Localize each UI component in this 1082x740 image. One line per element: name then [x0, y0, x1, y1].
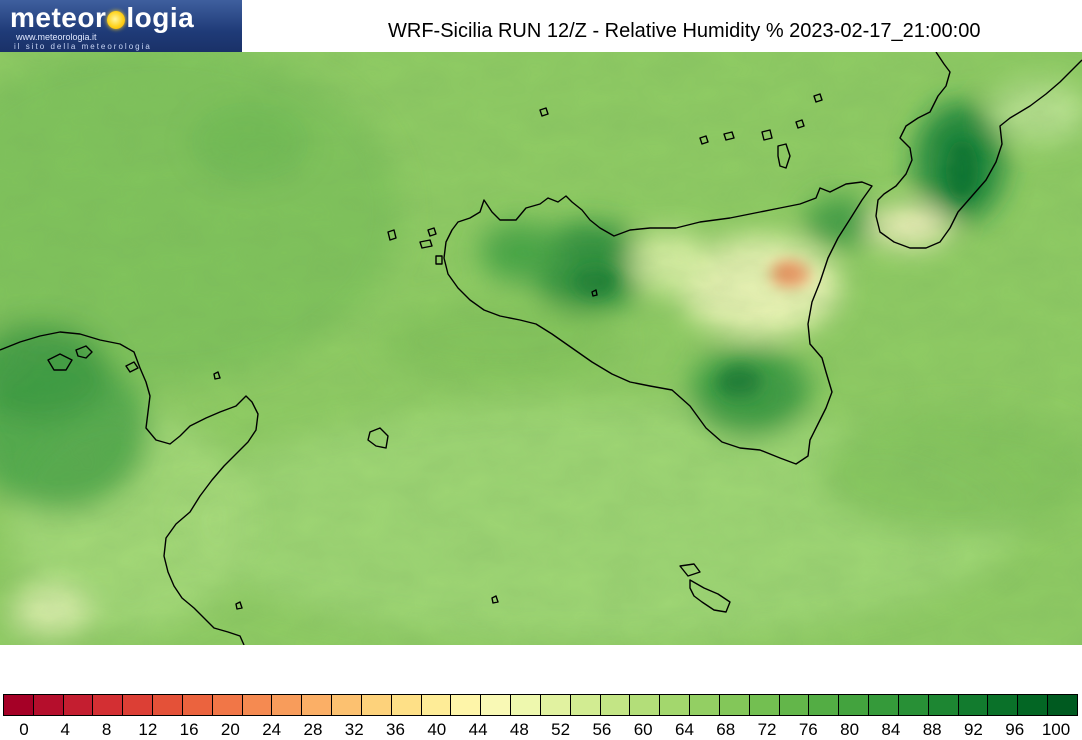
color-scale-cell	[897, 694, 929, 716]
color-scale-tick-label: 24	[262, 720, 282, 739]
color-scale-tick-label: 80	[840, 720, 860, 739]
sun-icon	[107, 10, 126, 29]
color-scale-tick-label: 72	[757, 720, 777, 739]
calabria-coast	[875, 52, 1082, 249]
color-scale-cell	[480, 694, 512, 716]
color-scale-cell	[1017, 694, 1048, 716]
humidity-field	[0, 52, 1082, 645]
color-scale-tick-label: 100	[1041, 720, 1071, 739]
color-scale-tick-label: 60	[633, 720, 653, 739]
color-scale-cell	[211, 694, 243, 716]
color-scale-tick-label: 4	[60, 720, 70, 739]
color-scale-tick-label: 0	[19, 720, 29, 739]
color-scale-cell	[987, 694, 1019, 716]
color-scale-tick-label: 92	[963, 720, 983, 739]
color-scale-cell	[152, 694, 183, 716]
color-scale-cell	[748, 694, 780, 716]
humidity-map	[0, 52, 1082, 645]
color-scale-tick-label: 16	[179, 720, 199, 739]
map-title: WRF-Sicilia RUN 12/Z - Relative Humidity…	[388, 20, 981, 42]
color-scale-tick-label: 8	[101, 720, 112, 739]
logo-tagline: il sito della meteorologia	[14, 42, 152, 51]
color-scale-tick-label: 52	[551, 720, 571, 739]
color-scale-tick-label: 28	[303, 720, 323, 739]
color-scale-tick-label: 40	[427, 720, 447, 739]
color-scale-cell	[450, 694, 482, 716]
color-scale-cell	[1046, 694, 1078, 716]
color-scale-tick-label: 84	[881, 720, 901, 739]
color-scale-cell	[927, 694, 959, 716]
color-scale-tick-label: 68	[716, 720, 736, 739]
tunisia-coast	[0, 331, 259, 645]
logo-name-start: meteor	[10, 2, 107, 33]
color-scale-cell	[420, 694, 452, 716]
color-scale-tick-label: 36	[386, 720, 405, 739]
aeolian-islands	[539, 93, 823, 169]
color-scale-tick-label: 56	[592, 720, 612, 739]
color-scale-cell	[62, 694, 94, 716]
sicily-island	[443, 181, 873, 465]
lampedusa-area	[47, 289, 598, 610]
color-scale-cell	[599, 694, 631, 716]
color-scale-cell	[718, 694, 750, 716]
color-scale-cell	[510, 694, 541, 716]
pantelleria-island	[367, 427, 389, 449]
color-scale-cell	[390, 694, 422, 716]
malta-islands	[679, 563, 731, 613]
logo-wordmark: meteor logia	[10, 2, 194, 34]
color-scale-cell	[868, 694, 899, 716]
color-scale-cell	[659, 694, 691, 716]
color-scale-tick-label: 96	[1005, 720, 1025, 739]
logo-name-end: logia	[126, 2, 195, 33]
color-scale-tick-label: 44	[468, 720, 488, 739]
color-scale-cell	[539, 694, 571, 716]
color-scale-tick-label: 64	[675, 720, 694, 739]
color-scale-cell	[360, 694, 392, 716]
color-scale-cell	[808, 694, 840, 716]
color-scale-cell	[778, 694, 810, 716]
color-scale-tick-label: 20	[220, 720, 240, 739]
color-scale-cell	[838, 694, 870, 716]
color-scale-cell	[629, 694, 661, 716]
coastlines	[0, 52, 1082, 645]
color-scale-cell	[92, 694, 124, 716]
color-scale-cell	[122, 694, 154, 716]
meteorologia-logo[interactable]: meteor logia www.meteorologia.it il sito …	[0, 0, 242, 52]
color-scale-cell	[271, 694, 303, 716]
color-scale-tick-label: 76	[798, 720, 818, 739]
color-scale-tick-label: 12	[138, 720, 158, 739]
color-scale-cell	[301, 694, 333, 716]
color-scale-cell	[331, 694, 362, 716]
logo-url[interactable]: www.meteorologia.it	[16, 32, 97, 42]
color-scale-cell	[32, 694, 64, 716]
color-scale-cell	[569, 694, 601, 716]
color-scale-cell	[181, 694, 213, 716]
humidity-color-scale	[3, 694, 1078, 716]
color-scale-cell	[241, 694, 273, 716]
color-scale-tick-label: 48	[509, 720, 529, 739]
color-scale-cell	[3, 694, 34, 716]
color-scale-cell	[689, 694, 720, 716]
color-scale-ticks: 0 4 8 12 16 20 24 28 32 36 40 44 48 52 56 60 64 68 72 76 80 8…	[0, 720, 1082, 740]
color-scale-tick-label: 32	[344, 720, 364, 739]
color-scale-tick-label: 88	[922, 720, 942, 739]
egadi-islands	[387, 227, 443, 265]
color-scale-cell	[957, 694, 989, 716]
